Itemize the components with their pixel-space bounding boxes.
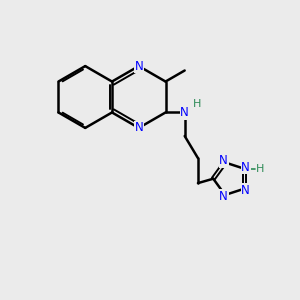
Text: N: N [134,60,143,73]
Text: H: H [193,99,201,109]
Text: N: N [219,154,228,167]
Text: N: N [134,122,143,134]
Text: N: N [241,161,250,174]
Text: N: N [241,184,250,197]
Text: N: N [219,190,228,203]
Text: N: N [180,106,189,119]
Text: H: H [256,164,265,174]
